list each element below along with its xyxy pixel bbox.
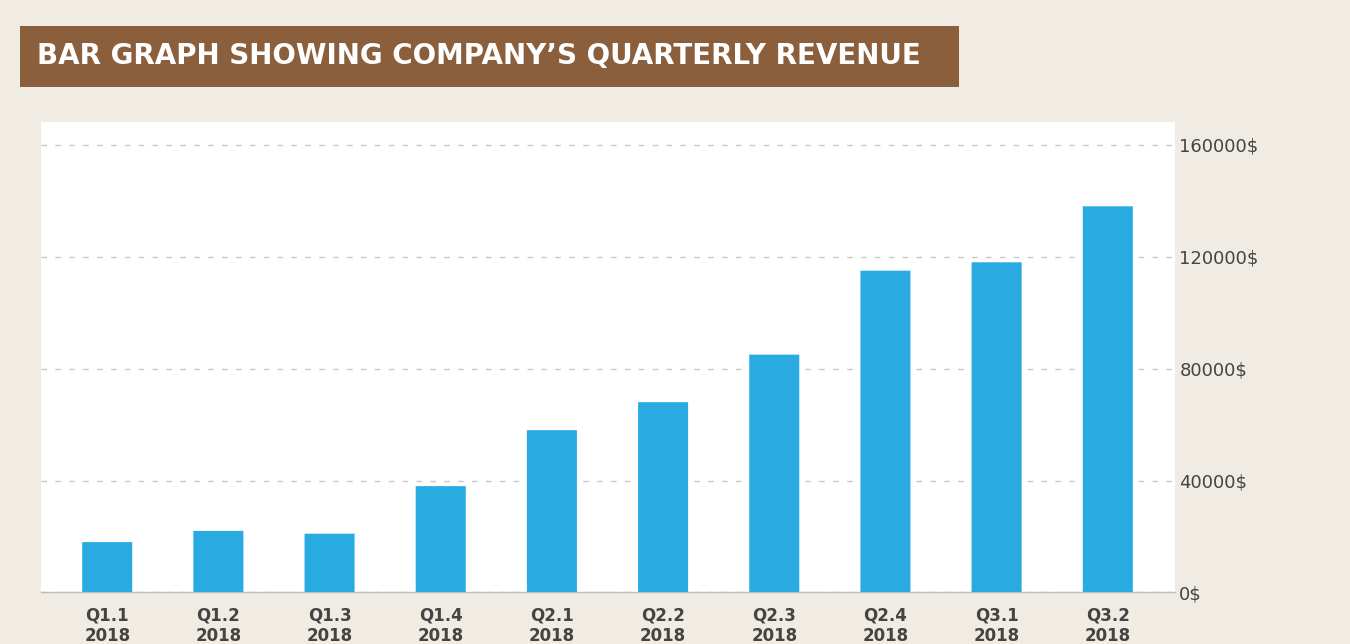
FancyBboxPatch shape: [639, 402, 688, 592]
FancyBboxPatch shape: [82, 542, 132, 592]
FancyBboxPatch shape: [416, 486, 466, 592]
FancyBboxPatch shape: [305, 534, 355, 592]
FancyBboxPatch shape: [860, 270, 910, 592]
FancyBboxPatch shape: [749, 355, 799, 592]
FancyBboxPatch shape: [972, 262, 1022, 592]
Text: BAR GRAPH SHOWING COMPANY’S QUARTERLY REVENUE: BAR GRAPH SHOWING COMPANY’S QUARTERLY RE…: [38, 43, 921, 70]
FancyBboxPatch shape: [526, 430, 576, 592]
FancyBboxPatch shape: [193, 531, 243, 592]
FancyBboxPatch shape: [1083, 206, 1133, 592]
